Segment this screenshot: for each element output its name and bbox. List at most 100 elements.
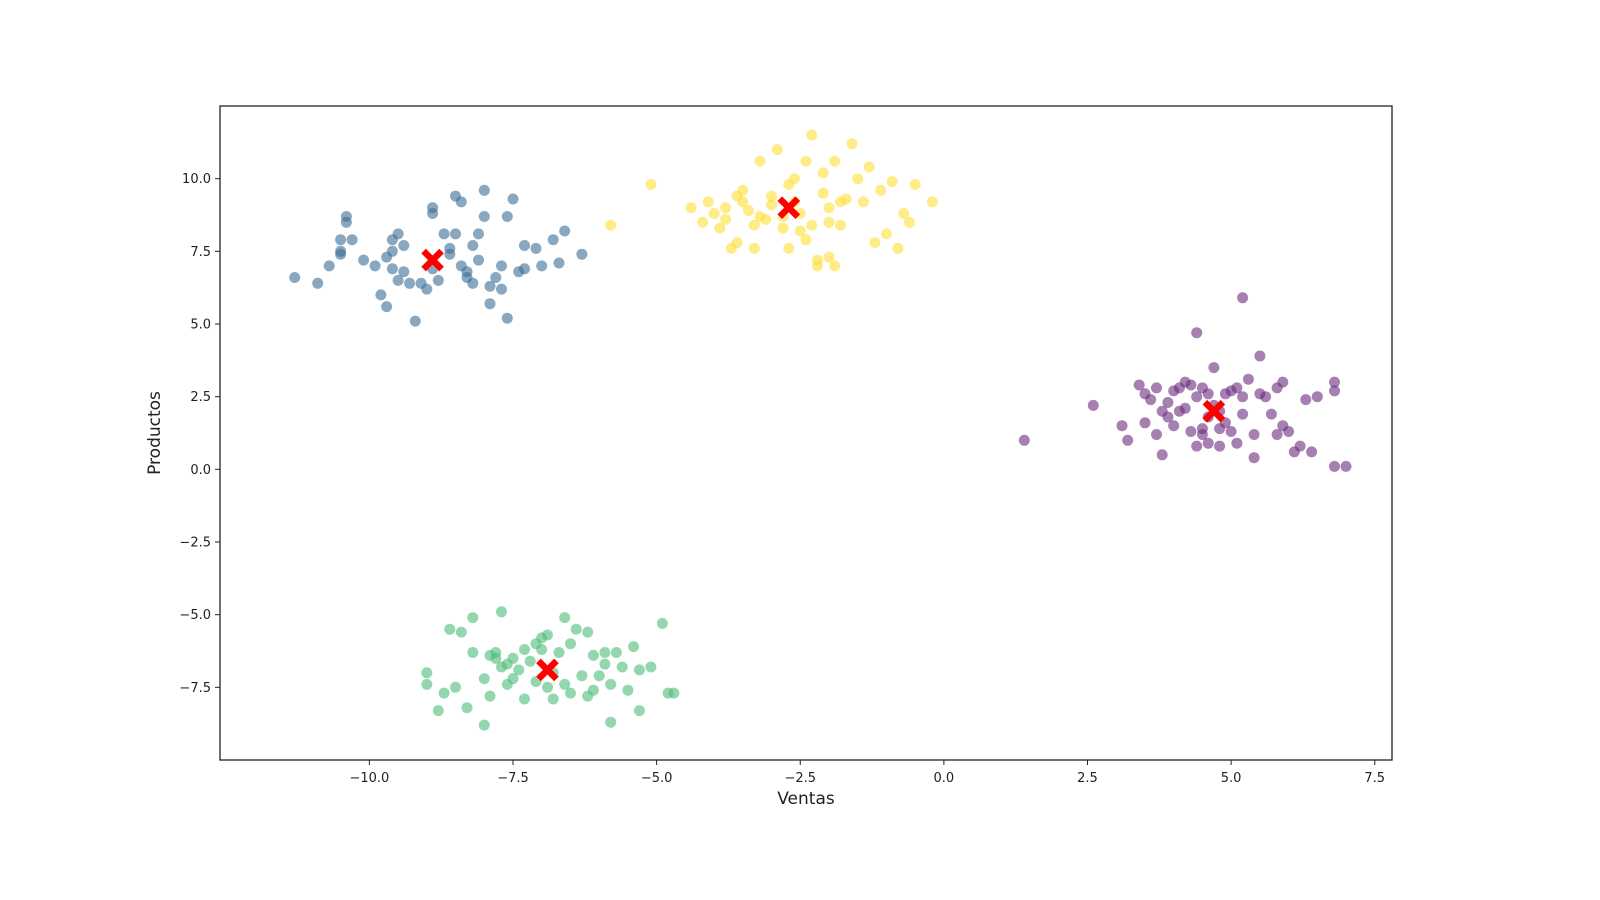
y-tick-label: −5.0	[179, 608, 211, 623]
scatter-point	[754, 155, 766, 167]
scatter-point	[835, 219, 846, 231]
scatter-point	[1151, 382, 1162, 394]
scatter-point	[386, 263, 398, 275]
scatter-point	[812, 254, 823, 266]
scatter-point	[823, 216, 835, 228]
scatter-point	[1202, 437, 1214, 449]
scatter-point	[427, 202, 439, 214]
scatter-point	[1196, 423, 1208, 435]
scatter-point	[1294, 440, 1306, 452]
scatter-point	[616, 661, 628, 673]
scatter-point	[398, 240, 410, 251]
scatter-point	[444, 623, 456, 635]
scatter-point	[1225, 426, 1237, 437]
scatter-point	[519, 644, 530, 655]
scatter-point	[880, 228, 892, 240]
scatter-point	[628, 641, 640, 653]
scatter-point	[720, 202, 732, 214]
scatter-point	[1162, 397, 1174, 408]
scatter-point	[582, 626, 594, 638]
scatter-point	[375, 289, 387, 301]
scatter-point	[1231, 437, 1243, 449]
scatter-point	[668, 687, 680, 699]
scatter-point	[444, 248, 456, 260]
scatter-point	[593, 670, 605, 682]
scatter-point	[484, 298, 496, 310]
scatter-point	[421, 283, 433, 295]
scatter-point	[467, 612, 479, 624]
scatter-point	[1191, 391, 1203, 403]
scatter-point	[737, 184, 749, 196]
scatter-point	[1018, 434, 1030, 446]
scatter-point	[432, 274, 444, 286]
scatter-point	[926, 196, 938, 208]
scatter-point	[863, 161, 875, 173]
scatter-point	[898, 208, 910, 219]
scatter-point	[547, 234, 559, 246]
y-axis-ticks: −7.5 −5.0 −2.5 0.0 2.5 5.0 7.5 10.0	[179, 172, 220, 696]
scatter-point	[438, 687, 450, 699]
scatter-point	[806, 219, 818, 231]
scatter-point	[771, 144, 783, 156]
scatter-point	[1185, 379, 1197, 391]
scatter-point	[1300, 394, 1312, 406]
scatter-point	[507, 673, 519, 685]
scatter-point	[358, 254, 370, 266]
scatter-point	[1340, 460, 1352, 472]
scatter-point	[1237, 391, 1249, 403]
scatter-point	[605, 716, 617, 728]
scatter-point	[806, 129, 818, 141]
scatter-point	[875, 184, 887, 196]
scatter-point	[323, 260, 335, 272]
scatter-point	[737, 196, 749, 208]
scatter-point	[587, 649, 599, 661]
scatter-point	[1139, 417, 1151, 429]
scatter-point	[450, 681, 461, 693]
scatter-point	[1329, 385, 1340, 397]
scatter-point	[605, 219, 617, 231]
scatter-point	[829, 155, 841, 167]
scatter-point	[507, 193, 519, 205]
centroid-marker	[1202, 399, 1226, 423]
scatter-point	[1162, 411, 1174, 423]
y-tick-label: 10.0	[182, 172, 211, 187]
scatter-point	[467, 647, 479, 658]
scatter-point	[536, 260, 548, 272]
x-tick-label: 5.0	[1221, 771, 1242, 786]
data-points	[289, 129, 1352, 731]
scatter-point	[513, 664, 525, 676]
x-tick-label: −10.0	[349, 771, 389, 786]
scatter-point	[496, 606, 507, 618]
scatter-point	[1265, 408, 1277, 420]
scatter-point	[582, 690, 594, 702]
scatter-point	[1311, 391, 1323, 403]
scatter-point	[909, 179, 921, 190]
scatter-point	[1191, 327, 1203, 339]
x-tick-label: −5.0	[641, 771, 673, 786]
scatter-point	[599, 647, 611, 658]
scatter-point	[450, 228, 461, 240]
scatter-point	[1283, 426, 1295, 437]
scatter-point	[553, 257, 565, 269]
scatter-point	[766, 190, 777, 202]
scatter-point	[461, 702, 473, 714]
scatter-point	[1214, 440, 1226, 452]
scatter-point	[777, 222, 789, 234]
scatter-point	[519, 240, 530, 251]
centroid-marker	[421, 248, 444, 272]
scatter-point	[800, 234, 812, 246]
scatter-point	[421, 667, 433, 679]
scatter-point	[484, 690, 496, 702]
scatter-point	[633, 664, 645, 676]
scatter-point	[858, 196, 869, 208]
scatter-point	[576, 248, 588, 260]
scatter-point	[501, 211, 513, 222]
scatter-point	[409, 315, 421, 327]
scatter-point	[496, 283, 507, 295]
scatter-point	[1237, 292, 1249, 304]
centroid-marker	[777, 196, 801, 220]
scatter-point	[467, 277, 479, 289]
x-axis-ticks: −10.0 −7.5 −5.0 −2.5 0.0 2.5 5.0 7.5	[349, 760, 1385, 786]
x-axis-label: Ventas	[777, 789, 835, 809]
centroid-marker	[536, 658, 559, 682]
